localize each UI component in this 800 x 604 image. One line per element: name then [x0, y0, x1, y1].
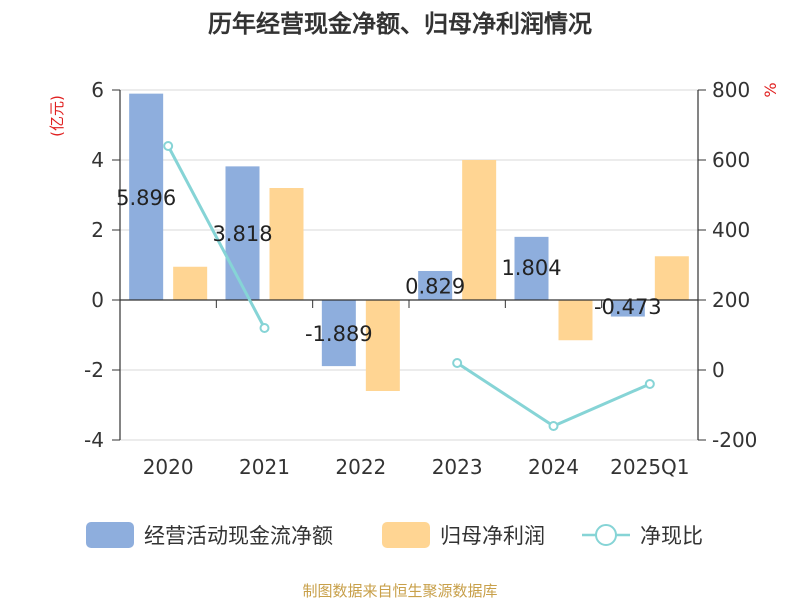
- bars: [129, 93, 689, 391]
- ratio-line: [163, 141, 655, 431]
- cashflow-value-label: 0.829: [405, 274, 465, 298]
- y-left-tick-label: 6: [91, 78, 104, 102]
- y-left-tick-label: -4: [84, 428, 104, 452]
- y-axis-right-label: %: [761, 82, 780, 97]
- cashflow-value-label: -0.473: [594, 295, 662, 319]
- legend: 经营活动现金流净额 归母净利润 净现比: [86, 522, 703, 548]
- net-profit-bar: [654, 256, 689, 300]
- ratio-point: [548, 421, 559, 431]
- y-right-tick-label: 600: [712, 148, 750, 172]
- legend-swatch-ratio-marker: [595, 524, 617, 546]
- y-left-tick-label: 4: [91, 148, 104, 172]
- x-tick-label: 2022: [335, 455, 386, 479]
- legend-item: 归母净利润: [382, 522, 545, 548]
- y-right-tick-label: 0: [712, 358, 725, 382]
- legend-item: 净现比: [582, 524, 703, 548]
- net-profit-bar: [269, 188, 304, 300]
- y-right-tick-label: 400: [712, 218, 750, 242]
- x-tick-label: 2020: [143, 455, 194, 479]
- cashflow-bar: [129, 93, 164, 300]
- chart-title: 历年经营现金净额、归母净利润情况: [208, 10, 592, 38]
- legend-label: 经营活动现金流净额: [144, 524, 333, 548]
- ratio-point: [452, 358, 463, 368]
- net-profit-bar: [173, 266, 208, 300]
- x-tick-label: 2023: [432, 455, 483, 479]
- data-labels: 5.896 3.818 -1.889 0.829 1.804 -0.473: [116, 186, 662, 346]
- tick-labels: -4 -2 0 2 4 6 -200 0 200 400 600 800 2020 2021 2022 202…: [84, 78, 757, 479]
- cashflow-bar: [225, 166, 260, 300]
- net-profit-bar: [558, 300, 593, 341]
- ratio-point: [644, 379, 655, 389]
- cashflow-value-label: -1.889: [305, 322, 373, 346]
- cashflow-bar: [610, 300, 645, 317]
- y-axis-left-label: (亿元): [48, 95, 66, 137]
- legend-item: 经营活动现金流净额: [86, 522, 333, 548]
- ratio-point: [163, 141, 174, 151]
- cashflow-bar: [418, 270, 453, 300]
- legend-label: 归母净利润: [440, 524, 545, 548]
- x-tick-label: 2021: [239, 455, 290, 479]
- axes: [112, 89, 706, 441]
- legend-swatch-net-profit: [382, 522, 430, 548]
- y-left-tick-label: 2: [91, 218, 104, 242]
- cashflow-bar: [321, 300, 356, 367]
- ratio-line-segment: [456, 361, 651, 428]
- ratio-line-segment: [166, 145, 266, 329]
- cashflow-bar: [514, 236, 549, 300]
- y-left-tick-label: 0: [91, 288, 104, 312]
- y-right-tick-label: 200: [712, 288, 750, 312]
- ratio-point: [259, 323, 270, 333]
- y-right-tick-label: 800: [712, 78, 750, 102]
- cashflow-value-label: 3.818: [212, 222, 272, 246]
- legend-label: 净现比: [640, 524, 703, 548]
- x-tick-label: 2024: [528, 455, 579, 479]
- source-note: 制图数据来自恒生聚源数据库: [302, 582, 497, 600]
- net-profit-bar: [462, 160, 497, 300]
- legend-swatch-cashflow: [86, 522, 134, 548]
- y-right-tick-label: -200: [712, 428, 757, 452]
- x-tick-label: 2025Q1: [610, 455, 689, 479]
- net-profit-bar: [365, 300, 400, 391]
- grid-lines: [120, 89, 698, 441]
- y-left-tick-label: -2: [84, 358, 104, 382]
- cashflow-value-label: 1.804: [501, 256, 561, 280]
- cashflow-value-label: 5.896: [116, 186, 176, 210]
